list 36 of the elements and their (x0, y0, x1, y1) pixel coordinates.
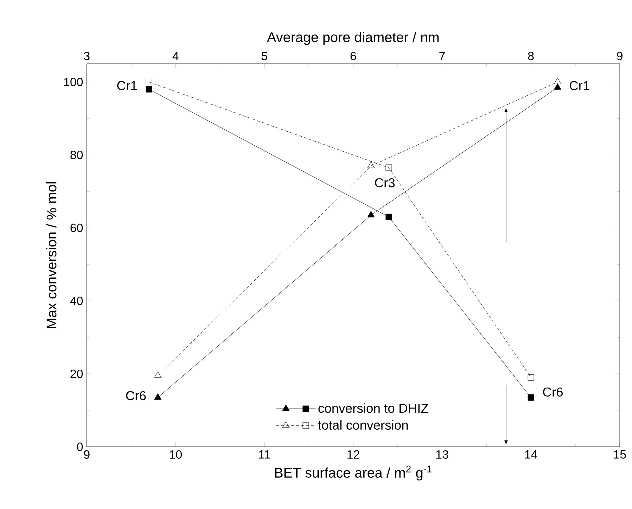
y-tick-label: 60 (70, 224, 84, 232)
y-tick-label: 100 (64, 78, 84, 86)
x-tick-label: 10 (170, 450, 182, 459)
annotation: Cr1 (570, 81, 590, 90)
y-tick-label: 40 (70, 296, 84, 306)
y-axis-title: Max conversion / % mol (46, 182, 57, 328)
annotation: Cr6 (126, 391, 146, 401)
annotation: Cr6 (543, 388, 563, 397)
x2-axis-title: Average pore diameter / nm (267, 32, 439, 46)
x-tick-label: 15 (614, 450, 626, 459)
x-axis-title: BET surface area / m$^{2}$ g$^{-1}$ (275, 466, 432, 481)
x2-tick-label: 9 (617, 52, 623, 60)
y-tick-label: 20 (70, 370, 84, 378)
point (146, 79, 152, 86)
point (386, 164, 392, 172)
point (386, 214, 392, 220)
point (528, 394, 534, 401)
x-tick-label: 14 (525, 450, 538, 459)
x2-tick-label: 5 (262, 52, 268, 60)
point (146, 86, 152, 93)
x2-tick-label: 3 (84, 52, 90, 60)
x2-tick-label: 8 (528, 52, 534, 60)
x-tick-label: 9 (84, 450, 90, 459)
annotation: Cr3 (375, 178, 395, 188)
legend-label: conversion to DHIZ (318, 404, 429, 414)
y-tick-label: 80 (70, 150, 84, 160)
y-tick-label: 0 (77, 442, 84, 452)
annotation: Cr1 (117, 81, 138, 90)
x-tick-label: 11 (259, 450, 270, 459)
x-tick-label: 13 (436, 450, 448, 459)
x-tick-label: 12 (348, 450, 360, 459)
legend-label: total conversion (318, 420, 408, 430)
point (528, 374, 534, 381)
x2-tick-label: 7 (440, 52, 446, 60)
x2-tick-label: 4 (172, 52, 179, 60)
x2-tick-label: 6 (350, 52, 356, 60)
